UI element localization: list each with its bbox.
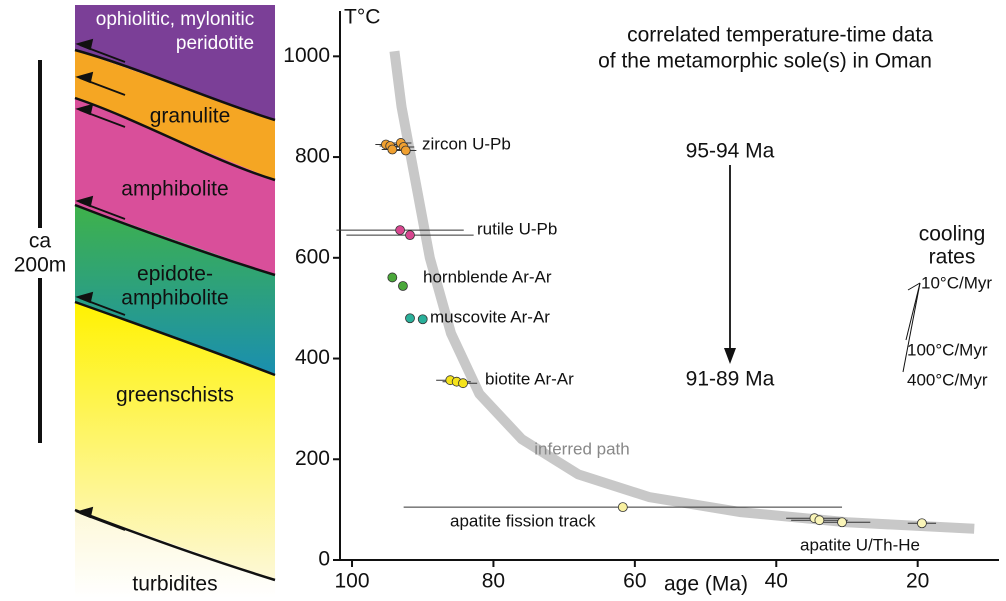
- layer-label: amphibolite: [121, 287, 228, 310]
- layer: [75, 98, 275, 275]
- layer-label: peridotite: [176, 33, 254, 54]
- arrow-head: [724, 348, 736, 364]
- point: [405, 313, 415, 324]
- annotation: 10°C/Myr: [921, 273, 992, 292]
- annotation: 91-89 Ma: [686, 368, 775, 391]
- y-tick-label: 600: [295, 245, 330, 268]
- annotation: 100°C/Myr: [907, 340, 988, 359]
- boundary: [74, 203, 276, 277]
- layer-label: granulite: [150, 105, 231, 128]
- annotation: cooling: [919, 223, 986, 246]
- series-label: apatite fission track: [450, 511, 596, 530]
- layer-label: epidote-: [137, 263, 213, 286]
- point: [617, 502, 628, 513]
- layer-label: amphibolite: [121, 178, 228, 201]
- x-tick-label: 80: [482, 570, 505, 593]
- chart: T°C age (Ma) correlated temperature-time…: [283, 6, 999, 596]
- point: [917, 518, 927, 529]
- y-tick-label: 0: [318, 548, 330, 571]
- layer-label: ophiolitic, mylonitic: [96, 9, 254, 30]
- x-tick-label: 40: [765, 570, 788, 593]
- layer-label: turbidites: [132, 573, 217, 596]
- y-tick-label: 800: [295, 145, 330, 168]
- x-tick-label: 60: [623, 570, 646, 593]
- series-label: apatite U/Th-He: [800, 535, 920, 554]
- series-label: muscovite Ar-Ar: [430, 307, 550, 326]
- y-axis-label: T°C: [344, 6, 380, 29]
- layer: [75, 205, 275, 375]
- annotation: rates: [929, 246, 976, 269]
- layer: [75, 5, 275, 120]
- column-labels: ophiolitic, mylonitic peridotite granulite…: [14, 9, 254, 596]
- point: [398, 281, 408, 291]
- boundary: [74, 300, 276, 377]
- boundary: [74, 96, 276, 182]
- point: [458, 378, 468, 389]
- chart-title: of the metamorphic sole(s) in Oman: [598, 50, 932, 73]
- layer-label: greenschists: [116, 384, 234, 407]
- annotation: 400°C/Myr: [907, 370, 988, 389]
- rate-line: [902, 282, 921, 373]
- boundary: [74, 508, 276, 582]
- point: [395, 225, 406, 235]
- rate-line: [907, 282, 921, 291]
- layer: [75, 302, 275, 580]
- column: [18, 5, 276, 598]
- point: [417, 314, 428, 325]
- scale-bg: [18, 228, 62, 278]
- series-label: rutile U-Pb: [477, 219, 557, 238]
- point: [387, 272, 398, 283]
- y-tick-label: 1000: [283, 44, 330, 67]
- layer: [75, 510, 275, 598]
- rate-line: [905, 282, 921, 341]
- layer: [75, 50, 275, 180]
- point: [400, 145, 411, 156]
- y-tick-label: 200: [295, 447, 330, 470]
- y-tick-label: 400: [295, 346, 330, 369]
- x-axis-label: age (Ma): [664, 573, 748, 596]
- x-tick-label: 100: [334, 570, 369, 593]
- series-label: hornblende Ar-Ar: [423, 267, 552, 286]
- series-label: zircon U-Pb: [422, 134, 511, 153]
- scale-label: 200m: [14, 254, 67, 277]
- point: [405, 230, 415, 241]
- series-label: biotite Ar-Ar: [485, 369, 574, 388]
- x-tick-label: 20: [906, 570, 929, 593]
- point: [814, 515, 825, 526]
- point: [837, 517, 847, 528]
- inferred-path: [389, 50, 975, 534]
- point: [387, 144, 398, 155]
- boundary: [74, 48, 276, 122]
- chart-title: correlated temperature-time data: [627, 24, 933, 47]
- path-label: inferred path: [534, 439, 629, 458]
- annotation: 95-94 Ma: [686, 140, 775, 163]
- scale-label: ca: [29, 230, 52, 253]
